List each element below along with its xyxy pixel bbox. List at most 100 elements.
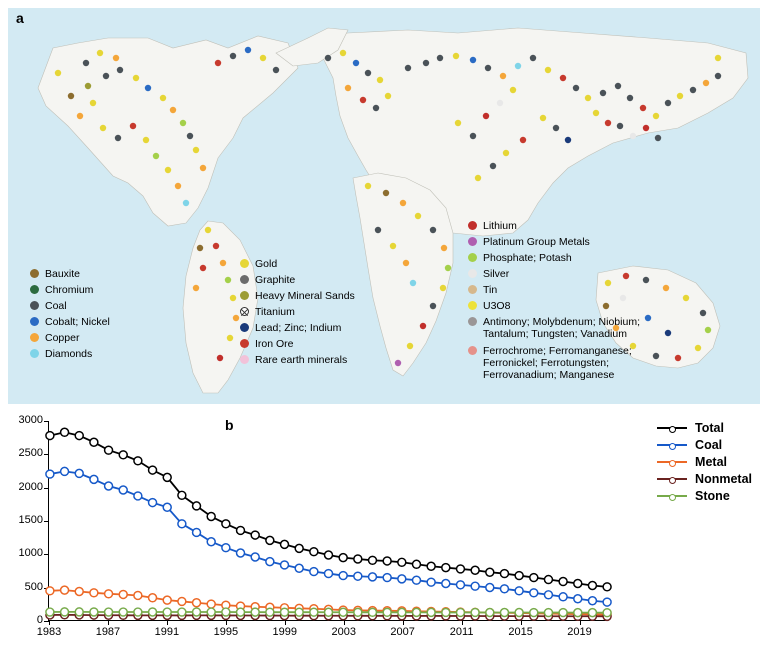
mine-dot: [420, 323, 426, 329]
mine-dot: [405, 65, 411, 71]
chart-series-marker: [354, 555, 362, 563]
x-tick-label: 1987: [96, 626, 120, 638]
y-tick-label: 2000: [9, 481, 43, 493]
x-tick-label: 2003: [331, 626, 355, 638]
mine-dot: [540, 115, 546, 121]
legend-item: Ferrochrome; Ferromanganese; Ferronickel…: [468, 345, 683, 381]
chart-series-marker: [207, 608, 215, 616]
legend-label: Titanium: [255, 306, 295, 318]
chart-series-marker: [105, 590, 113, 598]
line-chart: 0500100015002000250030001983198719911995…: [48, 421, 608, 621]
legend-label: Lithium: [483, 220, 517, 232]
mine-dot: [165, 167, 171, 173]
chart-series-marker: [500, 609, 508, 617]
legend-swatch: [468, 317, 477, 326]
legend-swatch: [240, 355, 249, 364]
mine-dot: [90, 100, 96, 106]
chart-series-marker: [119, 590, 127, 598]
mine-dot: [515, 63, 521, 69]
legend-item: Phosphate; Potash: [468, 252, 683, 264]
map-legend-col-2: GoldGraphiteHeavy Mineral SandsTitaniumL…: [240, 258, 355, 370]
chart-series-marker: [369, 556, 377, 564]
chart-series-marker: [603, 583, 611, 591]
mine-dot: [655, 135, 661, 141]
chart-series-marker: [163, 608, 171, 616]
mine-dot: [640, 105, 646, 111]
chart-series-marker: [178, 597, 186, 605]
mine-dot: [193, 285, 199, 291]
legend-item: Diamonds: [30, 348, 110, 360]
chart-legend-item: Metal: [657, 455, 752, 469]
chart-series-marker: [603, 598, 611, 606]
legend-swatch: [468, 237, 477, 246]
legend-label: Copper: [45, 332, 79, 344]
legend-item: Bauxite: [30, 268, 110, 280]
y-tick-label: 3000: [9, 414, 43, 426]
mine-dot: [445, 265, 451, 271]
chart-legend-label: Coal: [695, 438, 722, 452]
legend-label: Graphite: [255, 274, 295, 286]
mine-dot: [643, 125, 649, 131]
mine-dot: [453, 53, 459, 59]
chart-series-marker: [237, 526, 245, 534]
mine-dot: [230, 53, 236, 59]
chart-series-marker: [207, 538, 215, 546]
chart-series-marker: [412, 560, 420, 568]
mine-dot: [360, 97, 366, 103]
chart-legend-label: Metal: [695, 455, 727, 469]
mine-dot: [117, 67, 123, 73]
chart-series-marker: [442, 580, 450, 588]
legend-label: Antimony; Molybdenum; Niobium; Tantalum;…: [483, 316, 683, 340]
mine-dot: [560, 75, 566, 81]
mine-dot: [373, 105, 379, 111]
chart-series-marker: [178, 608, 186, 616]
chart-series-marker: [544, 609, 552, 617]
mine-dot: [390, 243, 396, 249]
panel-b: b Number of underground mines 0500100015…: [0, 415, 768, 650]
chart-series-marker: [90, 608, 98, 616]
mine-dot: [133, 75, 139, 81]
chart-series-marker: [574, 580, 582, 588]
mine-dot: [545, 67, 551, 73]
mine-dot: [485, 65, 491, 71]
chart-series-marker: [105, 608, 113, 616]
legend-item: Heavy Mineral Sands: [240, 290, 355, 302]
chart-series-marker: [544, 576, 552, 584]
chart-legend-label: Nonmetal: [695, 472, 752, 486]
chart-series-marker: [559, 593, 567, 601]
legend-label: Platinum Group Metals: [483, 236, 590, 248]
chart-series-marker: [178, 491, 186, 499]
chart-series-marker: [530, 589, 538, 597]
mine-dot: [441, 245, 447, 251]
legend-item: Coal: [30, 300, 110, 312]
mine-dot: [160, 95, 166, 101]
chart-series-marker: [193, 502, 201, 510]
mine-dot: [375, 227, 381, 233]
chart-series-marker: [588, 597, 596, 605]
chart-series-marker: [471, 608, 479, 616]
chart-series-marker: [427, 578, 435, 586]
mine-dot: [470, 57, 476, 63]
mine-dot: [143, 137, 149, 143]
chart-series-marker: [383, 557, 391, 565]
chart-legend-item: Stone: [657, 489, 752, 503]
chart-series-line: [50, 432, 607, 587]
chart-series-marker: [90, 475, 98, 483]
mine-dot: [377, 77, 383, 83]
legend-label: Rare earth minerals: [255, 354, 347, 366]
mine-dot: [83, 60, 89, 66]
chart-series-marker: [398, 608, 406, 616]
chart-legend-item: Coal: [657, 438, 752, 452]
chart-series-marker: [266, 558, 274, 566]
mine-dot: [233, 315, 239, 321]
chart-series-marker: [61, 608, 69, 616]
chart-series-marker: [412, 608, 420, 616]
chart-series-marker: [149, 608, 157, 616]
chart-series-marker: [588, 609, 596, 617]
chart-legend-label: Stone: [695, 489, 730, 503]
legend-swatch: [240, 275, 249, 284]
mine-dot: [230, 295, 236, 301]
mine-dot: [245, 47, 251, 53]
chart-series-marker: [354, 572, 362, 580]
mine-dot: [510, 87, 516, 93]
